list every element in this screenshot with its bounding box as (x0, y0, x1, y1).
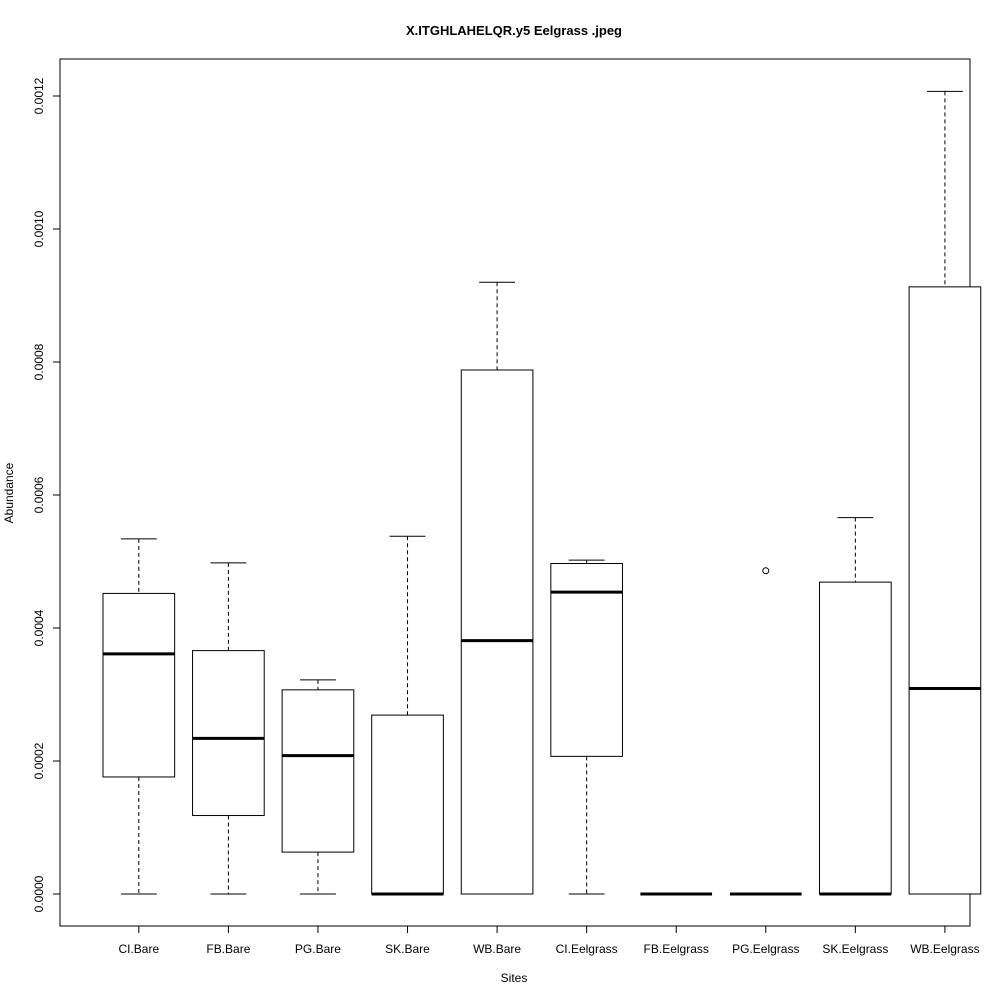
box-SK.Eelgrass (819, 517, 892, 896)
x-tick-label: CI.Eelgrass (556, 942, 618, 956)
box-PG.Eelgrass (729, 567, 802, 896)
box-CI.Eelgrass (550, 559, 623, 895)
y-tick-label: 0.0000 (32, 875, 46, 912)
box-iqr (819, 581, 892, 895)
box-WB.Bare (460, 281, 534, 895)
y-tick-label: 0.0012 (32, 77, 46, 114)
y-tick-label: 0.0010 (32, 210, 46, 247)
x-tick-label: PG.Eelgrass (732, 942, 799, 956)
box-iqr (460, 369, 534, 895)
y-axis: 0.0000 0.0002 0.0004 0.0006 0.0008 0.0010 0.00… (32, 77, 61, 912)
chart-title: X.ITGHLAHELQR.y5 Eelgrass .jpeg (406, 23, 622, 38)
x-tick-label: SK.Bare (385, 942, 430, 956)
x-tick-label: FB.Eelgrass (644, 942, 709, 956)
box-SK.Bare (371, 535, 444, 896)
box-iqr (192, 650, 265, 817)
box-iqr (908, 286, 982, 895)
box-CI.Bare (102, 538, 176, 895)
box-iqr (550, 562, 623, 757)
box-iqr (371, 714, 444, 895)
box-iqr (102, 592, 176, 778)
x-tick-label: WB.Eelgrass (910, 942, 979, 956)
x-tick-label: FB.Bare (206, 942, 250, 956)
x-axis: CI.Bare FB.Bare PG.Bare SK.Bare WB.Bare CI.Ee… (118, 925, 980, 956)
y-tick-label: 0.0008 (32, 343, 46, 380)
box-PG.Bare (281, 679, 355, 895)
box-FB.Bare (192, 562, 265, 895)
x-tick-label: PG.Bare (295, 942, 341, 956)
y-tick-label: 0.0006 (32, 476, 46, 513)
y-axis-label: Abundance (2, 462, 16, 523)
x-tick-label: CI.Bare (118, 942, 159, 956)
x-tick-label: SK.Eelgrass (822, 942, 888, 956)
x-tick-label: WB.Bare (473, 942, 521, 956)
box-iqr (281, 689, 355, 853)
x-axis-label: Sites (501, 971, 528, 985)
boxes-layer (102, 90, 982, 896)
y-tick-label: 0.0004 (32, 609, 46, 646)
outlier-point (762, 567, 770, 575)
box-WB.Eelgrass (908, 90, 982, 895)
y-tick-label: 0.0002 (32, 742, 46, 779)
